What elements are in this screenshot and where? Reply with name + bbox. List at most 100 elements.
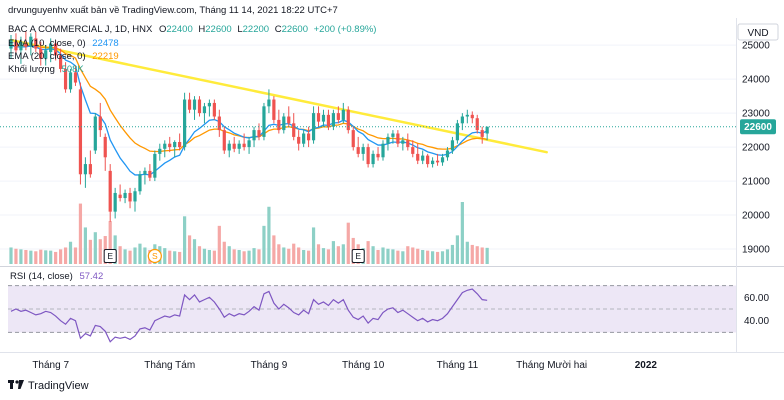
currency-badge[interactable]: [737, 23, 779, 41]
volume-bar: [421, 250, 425, 264]
marker-letter: S: [152, 251, 158, 261]
price-tick-label: 25000: [742, 41, 770, 52]
volume-bar: [311, 227, 316, 264]
candle: [341, 102, 345, 124]
volume-legend[interactable]: Khối lượng 508K: [8, 64, 84, 75]
candle-body: [396, 133, 400, 144]
candle: [336, 106, 340, 124]
volume-bar: [316, 244, 321, 264]
ohlc-low: 22200: [243, 24, 269, 35]
rsi-legend[interactable]: RSI (14, close) 57.42: [10, 271, 103, 282]
candle-body: [282, 116, 286, 131]
candle-body: [73, 72, 78, 83]
candle-body: [212, 102, 216, 117]
volume-bar: [187, 235, 192, 264]
volume-bar: [133, 247, 137, 264]
split-marker[interactable]: S: [147, 248, 162, 264]
candle: [108, 164, 112, 222]
candle-body: [93, 116, 97, 151]
volume-bar: [401, 251, 405, 264]
price-grid: [0, 44, 736, 250]
candle-body: [83, 164, 87, 175]
candle: [307, 126, 311, 148]
earnings-marker[interactable]: E: [103, 249, 117, 263]
candle-body: [163, 143, 167, 149]
candle: [287, 106, 291, 127]
volume-bar: [431, 251, 435, 264]
candle: [24, 31, 28, 51]
candle-body: [411, 147, 415, 154]
volume-bar: [59, 249, 63, 264]
candle: [247, 136, 251, 154]
candle: [222, 126, 226, 154]
time-tick-label: Tháng 7: [32, 360, 69, 371]
volume-bar: [460, 202, 464, 264]
time-tick-label: Tháng Mười hai: [516, 360, 587, 371]
volume-bar: [34, 251, 38, 264]
rsi-axis-ticks[interactable]: 60.00 40.00: [744, 293, 769, 327]
candle-body: [341, 109, 345, 120]
candle-body: [445, 150, 450, 158]
candle-body: [421, 155, 425, 161]
candle: [252, 126, 256, 148]
candle-body: [113, 192, 117, 212]
volume-bar: [88, 239, 92, 264]
last-price-label: 22600: [744, 122, 772, 133]
volume-bar: [163, 248, 167, 264]
ema10-legend[interactable]: EMA (10, close, 0) 22478: [8, 38, 119, 49]
volume-bar: [24, 250, 28, 264]
earnings-marker[interactable]: E: [351, 249, 365, 263]
candle-body: [197, 99, 202, 114]
price-axis-ticks[interactable]: 25000 24000 23000 22000 21000 20000 19000: [742, 41, 770, 256]
candle-body: [173, 142, 177, 148]
candle-body: [78, 89, 83, 175]
candle-body: [460, 116, 464, 124]
volume-bar: [237, 250, 241, 264]
ema20-legend[interactable]: EMA (20, close, 0) 22219: [8, 51, 119, 62]
volume-bar: [73, 247, 78, 264]
candle-body: [336, 113, 340, 120]
candle-body: [68, 72, 73, 90]
candle-body: [247, 140, 251, 148]
symbol-legend[interactable]: BAC A COMMERCIAL J, 1D, HNX O22400 H2260…: [8, 24, 376, 35]
rsi-line: [10, 288, 488, 343]
candle: [237, 140, 241, 154]
candle-body: [19, 41, 23, 51]
volume-bar: [138, 243, 142, 264]
ohlc-close: 22600: [282, 24, 308, 35]
candle-body: [217, 116, 221, 131]
candle: [34, 31, 38, 52]
volume-bar: [232, 249, 236, 264]
candle: [311, 106, 316, 144]
candle-body: [292, 123, 296, 137]
time-axis-labels[interactable]: Tháng 7 Tháng Tám Tháng 9 Tháng 10 Tháng 11 T…: [32, 360, 657, 371]
candle-body: [331, 113, 335, 127]
footer-brand[interactable]: TradingView: [8, 379, 89, 392]
candle-body: [178, 142, 182, 148]
price-tick-label: 21000: [742, 177, 770, 188]
candle: [128, 187, 132, 209]
volume-bar: [227, 246, 231, 264]
volume-bar: [297, 247, 301, 264]
candle-body: [252, 130, 256, 141]
candle: [242, 133, 246, 151]
candle: [262, 102, 266, 141]
candle-body: [267, 99, 271, 107]
candle-body: [416, 153, 420, 161]
volume-bar: [371, 246, 375, 264]
ohlc-l-label: L: [237, 24, 242, 35]
tradingview-logo-icon: [8, 379, 24, 392]
candle-body: [450, 140, 455, 151]
candle-body: [128, 192, 132, 202]
volume-bar: [435, 251, 440, 264]
volume-bar: [321, 248, 326, 264]
ema20-label: EMA (20, close, 0): [8, 51, 86, 62]
time-tick-label: Tháng Tám: [144, 360, 195, 371]
candle-body: [371, 153, 375, 165]
candle: [435, 153, 440, 166]
volume-bar: [257, 249, 261, 264]
volume-bar: [470, 244, 474, 264]
candle: [465, 109, 469, 124]
candle-body: [207, 102, 211, 107]
